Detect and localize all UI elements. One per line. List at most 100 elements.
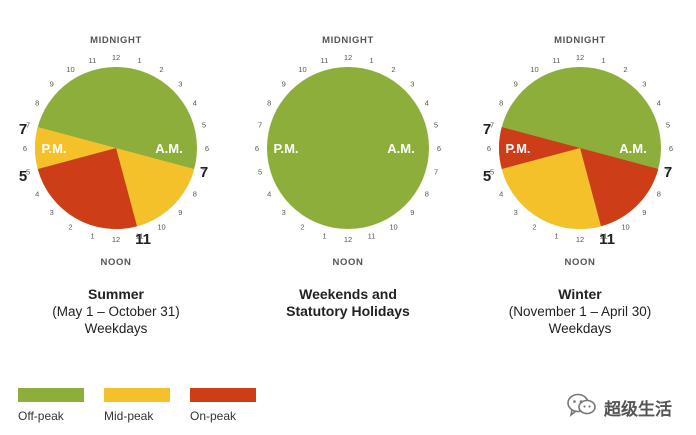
side-label-7pm: 7 [19,121,27,138]
caption-weekends-subtitle: Statutory Holidays [286,303,410,319]
hour-tick-label: 9 [410,208,414,217]
caption-winter-title: Winter [558,286,602,302]
hour-tick-label: 8 [499,98,503,107]
caption-summer-days: Weekdays [84,321,148,336]
side-label-7am: 7 [664,164,672,181]
legend-swatch-on-peak [190,388,256,402]
clock-winter-dial: 12 1234567891011121234567891011MIDNIGHTNO… [483,35,673,268]
pm-label: P.M. [273,141,298,156]
hour-tick-label: 5 [202,120,206,129]
legend-label-on-peak: On-peak [190,409,237,423]
hour-tick-label: 3 [410,79,414,88]
hour-tick-label: 1 [137,56,141,65]
hour-tick-label: 3 [178,79,182,88]
hour-tick-label: 1 [90,232,94,241]
caption-weekends: Weekends and Statutory Holidays [232,286,464,320]
hour-tick-label: 12 [344,53,352,62]
noon-label: NOON [101,257,132,268]
hour-tick-label: 12 [112,235,120,244]
hour-tick-label: 4 [499,189,503,198]
hour-tick-label: 8 [35,98,39,107]
dial-segment-on-peak [37,148,137,229]
wechat-icon [567,393,596,417]
hour-tick-label: 6 [205,144,209,153]
clock-weekends-dial: 12 1234567891011121234567891011MIDNIGHTNO… [255,35,441,268]
hour-tick-label: 8 [267,98,271,107]
hour-tick-label: 7 [490,120,494,129]
hour-tick-label: 7 [434,167,438,176]
hour-tick-label: 9 [642,208,646,217]
hour-tick-label: 8 [425,189,429,198]
hour-tick-label: 1 [601,56,605,65]
dial-segment-mid-peak [35,127,117,169]
hour-tick-label: 4 [425,98,429,107]
caption-summer-dates: (May 1 – October 31) [52,304,180,319]
hour-tick-label: 9 [514,79,518,88]
side-label-11am: 11 [599,231,615,248]
caption-weekends-title: Weekends and [299,286,397,302]
hour-tick-label: 4 [193,98,197,107]
legend-item-off-peak: Off-peak [18,388,98,428]
hour-tick-label: 11 [600,232,608,241]
clock-winter: 12 1 2 3 4 5 6 7 8 9 10 11 12 1 2 3 4 5 6 7 8 9 10 11 MIDNIGHT NO… [464,0,696,280]
hour-tick-label: 2 [391,65,395,74]
hour-tick-label: 2 [532,223,536,232]
hour-tick-label: 11 [368,232,376,241]
hour-tick-label: 7 [26,120,30,129]
hour-tick-label: 7 [258,120,262,129]
dial-segment-mid-peak [501,148,601,229]
legend-item-mid-peak: Mid-peak [104,388,184,428]
dial-off-peak-disc [267,67,429,229]
legend: Off-peak Mid-peak On-peak [18,388,318,428]
hour-tick-label: 4 [35,189,39,198]
dial-segment-on-peak [580,148,659,227]
hour-tick-label: 12 [344,235,352,244]
legend-swatch-off-peak [18,388,84,402]
side-label-7am: 7 [200,164,208,181]
hour-tick-label: 10 [530,65,538,74]
legend-item-on-peak: On-peak [190,388,270,428]
hour-tick-label: 2 [623,65,627,74]
caption-winter: Winter (November 1 – April 30) Weekdays [464,286,696,337]
hour-tick-label: 2 [159,65,163,74]
legend-label-mid-peak: Mid-peak [104,409,154,423]
noon-label: NOON [333,257,364,268]
noon-label: NOON [565,257,596,268]
am-label: A.M. [619,141,646,156]
hour-tick-label: 12 [112,53,120,62]
hour-tick-label: 9 [50,79,54,88]
side-label-5pm: 5 [19,168,27,185]
hour-tick-label: 9 [178,208,182,217]
hour-tick-label: 2 [68,223,72,232]
hour-tick-label: 12 [576,235,584,244]
side-label-7pm: 7 [483,121,491,138]
hour-tick-label: 12 [576,53,584,62]
dial-segment-mid-peak [116,148,195,227]
watermark-text: 超级生活 [604,400,672,419]
hour-tick-label: 2 [300,223,304,232]
hour-tick-label: 10 [66,65,74,74]
side-label-5pm: 5 [483,168,491,185]
hour-tick-label: 3 [514,208,518,217]
hour-tick-label: 5 [26,167,30,176]
clock-summer-dial: 12 1234567891011121234567891011MIDNIGHTNO… [19,35,209,268]
hour-tick-label: 5 [434,120,438,129]
hour-tick-label: 4 [267,189,271,198]
clock-summer: 12 1 2 3 4 5 6 7 8 9 10 11 12 1 2 3 4 5 6 7 8 9 10 11 MIDNIGHT NO… [0,0,232,280]
hour-tick-label: 5 [666,120,670,129]
legend-swatch-mid-peak [104,388,170,402]
hour-tick-label: 6 [255,144,259,153]
hour-tick-label: 10 [389,223,397,232]
hour-tick-label: 4 [657,98,661,107]
hour-tick-label: 3 [282,208,286,217]
hour-tick-label: 8 [193,189,197,198]
hour-tick-label: 5 [258,167,262,176]
pm-label: P.M. [505,141,530,156]
hour-tick-label: 7 [202,167,206,176]
caption-winter-dates: (November 1 – April 30) [508,304,652,319]
hour-tick-label: 1 [369,56,373,65]
am-label: A.M. [155,141,182,156]
hour-tick-label: 6 [23,144,27,153]
midnight-label: MIDNIGHT [554,35,606,46]
caption-summer-title: Summer [87,286,145,302]
